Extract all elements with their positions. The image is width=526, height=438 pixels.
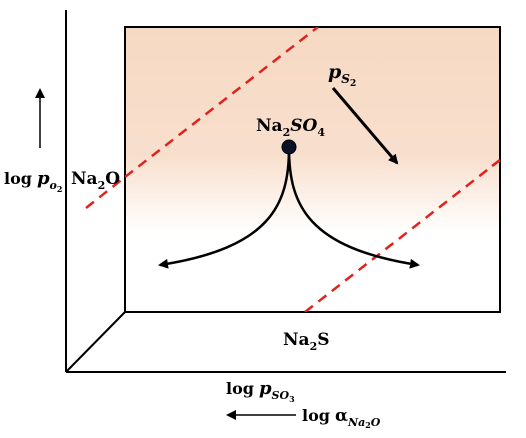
stability-field	[124, 26, 501, 313]
boundary-ext-left	[85, 176, 126, 209]
log-alpha-na2o-label: log αNa2O	[302, 406, 381, 430]
na2s-label: Na2S	[283, 330, 330, 353]
log-pso3-label: log pSO3	[226, 378, 295, 404]
boundary-ext-right	[491, 159, 501, 167]
ps2-label: pS2	[328, 61, 356, 89]
na2so4-label: Na2SO4	[256, 116, 325, 139]
boundary-na2so4-na2s	[304, 159, 500, 312]
depth-axis	[65, 311, 126, 373]
curve-left-arrow	[158, 147, 291, 269]
na2so4-point	[281, 139, 297, 155]
boundary-na2o-na2so4	[125, 27, 319, 178]
na2o-label: Na2O	[71, 169, 120, 192]
log-po2-label: log po2	[4, 168, 62, 194]
curve-right-arrow	[287, 147, 420, 269]
ps2-direction-arrow	[331, 87, 399, 165]
